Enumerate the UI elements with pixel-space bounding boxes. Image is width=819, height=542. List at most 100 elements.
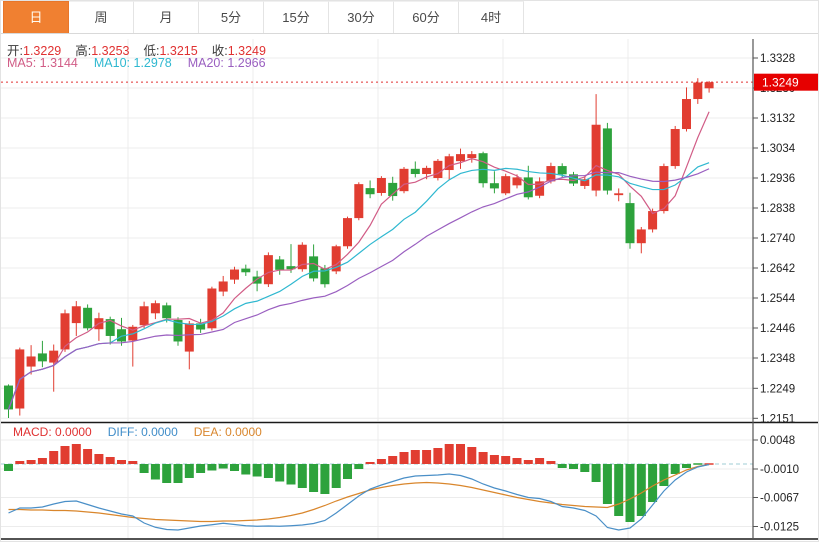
- macd-bar: [37, 458, 47, 464]
- candle: [150, 303, 160, 314]
- ma20-line: [7, 168, 710, 410]
- candle: [625, 203, 635, 244]
- macd-bar: [15, 461, 25, 464]
- candle: [523, 177, 533, 198]
- macd-bar: [523, 460, 533, 464]
- diff-line: [8, 463, 710, 531]
- candle: [139, 306, 149, 326]
- candle: [297, 244, 307, 270]
- macd-bar: [94, 454, 104, 464]
- macd-bar: [670, 464, 680, 474]
- macd-bar: [557, 464, 567, 468]
- price-tick-label: 1.3132: [760, 113, 795, 125]
- tab-period-月[interactable]: 月: [134, 1, 199, 33]
- tab-period-5分[interactable]: 5分: [199, 1, 264, 33]
- macd-bar: [580, 464, 590, 472]
- candle: [422, 167, 432, 175]
- candle: [580, 179, 590, 186]
- candlestick-chart-canvas[interactable]: 1.33281.32301.31321.30341.29361.28381.27…: [1, 35, 819, 542]
- candle: [230, 269, 239, 280]
- macd-bar: [478, 452, 488, 464]
- candle: [4, 385, 13, 410]
- candle: [614, 193, 624, 196]
- macd-bar: [489, 455, 499, 464]
- macd-bar: [433, 448, 443, 464]
- candle: [365, 188, 375, 195]
- candle: [71, 306, 81, 324]
- macd-tick-label: -0.0125: [760, 522, 799, 534]
- macd-bar: [297, 464, 307, 488]
- last-price-tag-value: 1.3249: [762, 76, 799, 90]
- candle: [252, 276, 262, 284]
- macd-bar: [625, 464, 635, 522]
- tab-period-30分[interactable]: 30分: [329, 1, 394, 33]
- macd-bar: [252, 464, 262, 477]
- macd-bar: [71, 444, 81, 464]
- macd-bar: [376, 459, 386, 464]
- tab-period-15分[interactable]: 15分: [264, 1, 329, 33]
- candle: [184, 323, 194, 352]
- macd-tick-label: 0.0048: [760, 435, 795, 447]
- candle: [275, 259, 285, 270]
- candle: [343, 218, 352, 247]
- macd-bar: [4, 464, 13, 471]
- macd-bar: [49, 451, 59, 464]
- candle: [636, 229, 646, 244]
- price-tick-label: 1.2544: [760, 293, 796, 305]
- macd-bar: [569, 464, 578, 469]
- macd-bar: [105, 457, 115, 464]
- macd-bar: [535, 458, 545, 464]
- macd-bar: [309, 464, 319, 492]
- candle: [286, 266, 296, 270]
- candle: [704, 82, 714, 89]
- candle: [591, 124, 601, 191]
- macd-bar: [230, 464, 239, 471]
- price-tick-label: 1.2740: [760, 233, 795, 245]
- candle: [456, 154, 465, 162]
- candle: [162, 305, 172, 319]
- macd-bar: [501, 456, 511, 464]
- candle: [207, 288, 217, 329]
- macd-bar: [693, 463, 703, 465]
- macd-tick-label: -0.0010: [760, 464, 799, 476]
- ma10-line: [7, 162, 710, 410]
- candle: [444, 156, 454, 171]
- macd-bar: [275, 464, 285, 482]
- candle: [218, 281, 228, 292]
- candle: [670, 129, 680, 167]
- candle: [410, 168, 420, 175]
- tab-period-日[interactable]: 日: [3, 1, 69, 33]
- macd-bar: [139, 464, 149, 473]
- price-tick-label: 1.3328: [760, 53, 795, 65]
- candle: [693, 82, 703, 100]
- candle: [478, 153, 488, 184]
- macd-bar: [343, 464, 352, 479]
- chart-area: 1.33281.32301.31321.30341.29361.28381.27…: [1, 35, 819, 542]
- candle: [49, 350, 59, 363]
- macd-bar: [196, 464, 206, 473]
- macd-bar: [117, 460, 126, 464]
- macd-bar: [422, 450, 432, 464]
- candle: [60, 313, 70, 350]
- candle: [535, 181, 545, 196]
- macd-bar: [184, 464, 194, 478]
- macd-bar: [286, 464, 296, 485]
- candle: [83, 307, 93, 329]
- candle: [309, 256, 319, 279]
- macd-bar: [388, 456, 398, 464]
- candle: [602, 128, 612, 191]
- macd-bar: [354, 464, 364, 469]
- macd-bar: [614, 464, 624, 516]
- candle: [241, 268, 251, 273]
- candle: [512, 177, 522, 186]
- candle: [467, 154, 477, 159]
- tab-period-周[interactable]: 周: [69, 1, 134, 33]
- price-tick-label: 1.2151: [760, 413, 795, 425]
- candle: [117, 329, 126, 342]
- candle: [173, 320, 183, 342]
- tab-period-60分[interactable]: 60分: [394, 1, 459, 33]
- macd-bar: [399, 452, 409, 464]
- macd-bar: [704, 463, 714, 465]
- tab-period-4时[interactable]: 4时: [459, 1, 524, 33]
